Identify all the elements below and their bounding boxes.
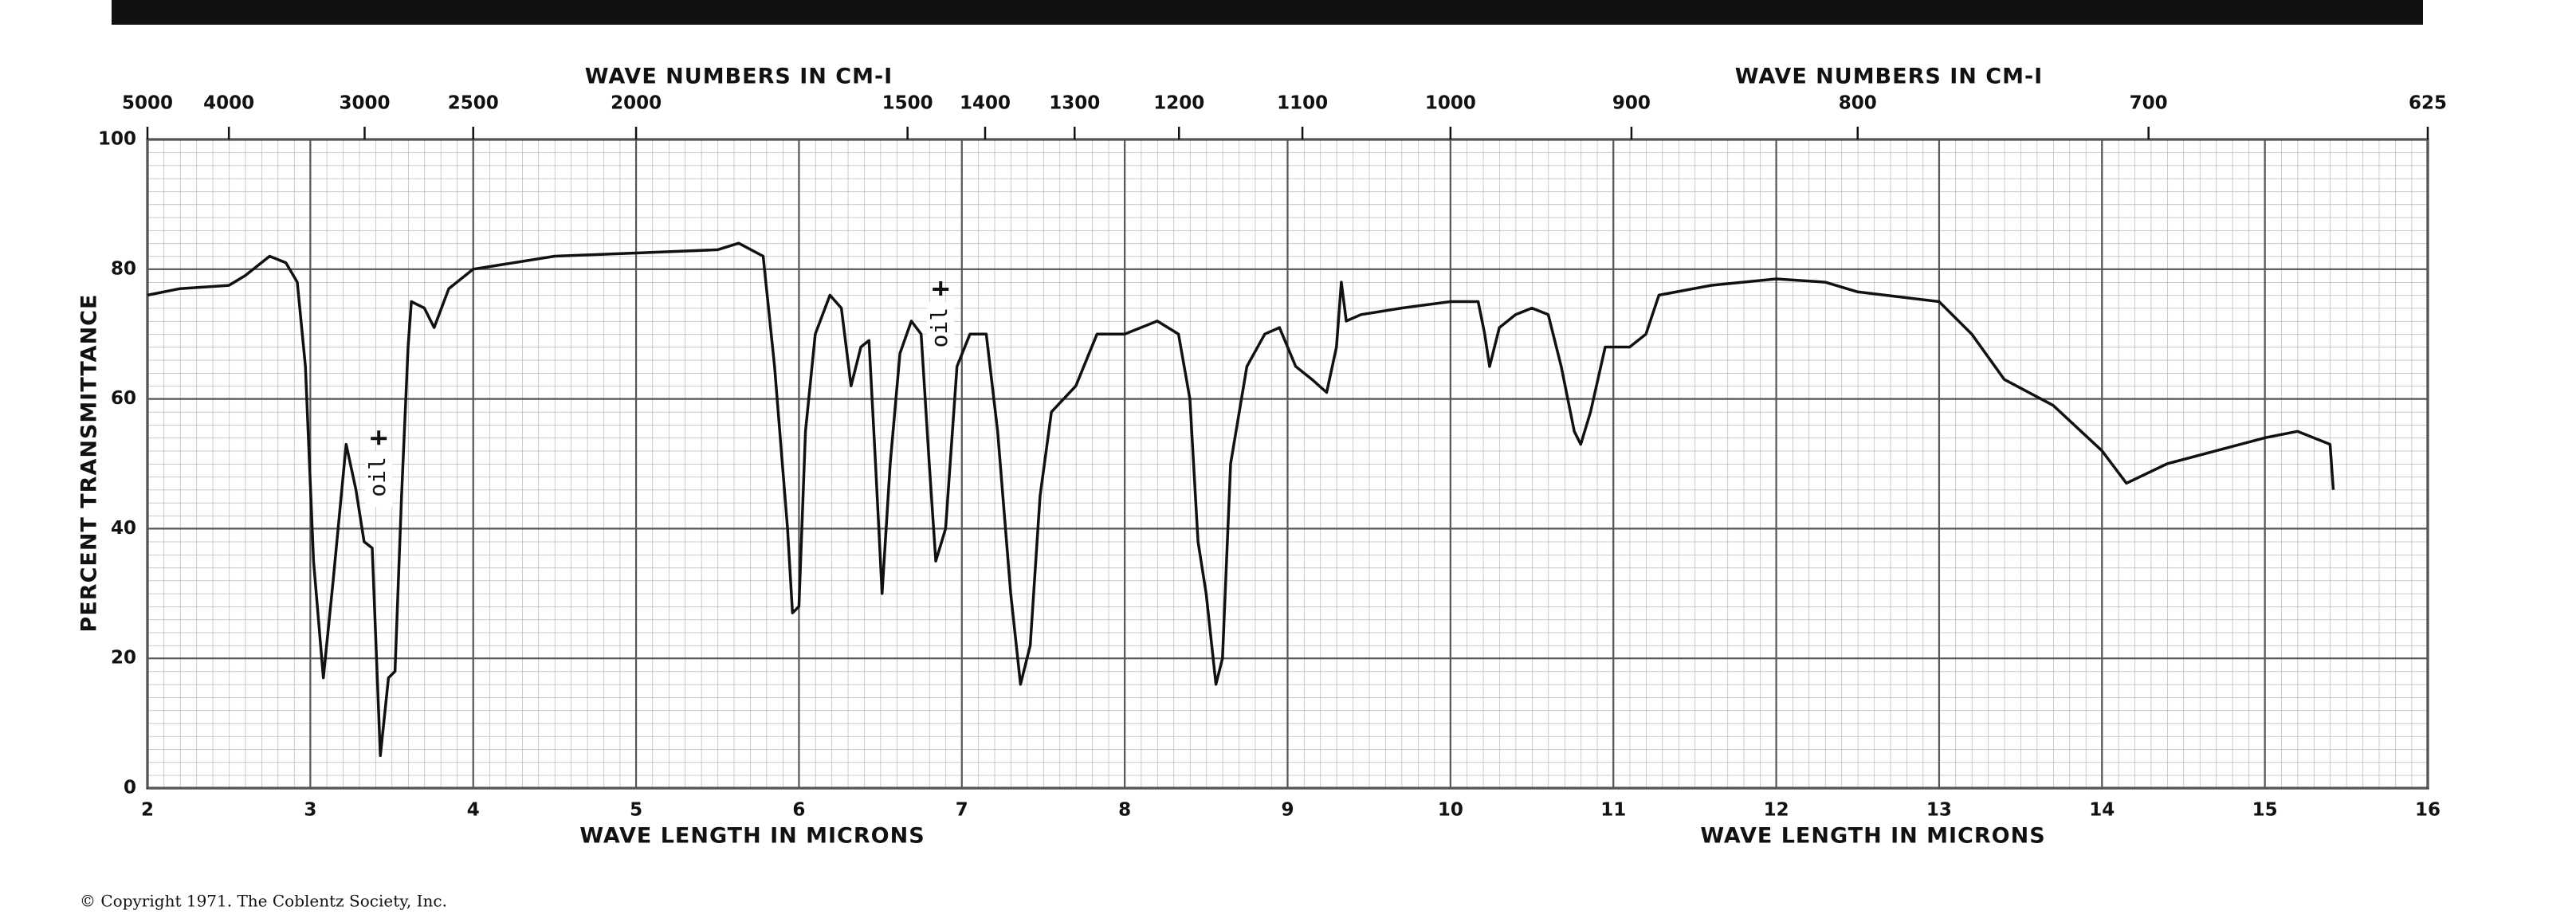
y-tick-label: 20 <box>111 648 136 669</box>
x-tick-label: 2 <box>141 800 154 821</box>
top-tick-label: 1400 <box>960 93 1011 114</box>
top-tick-label: 2500 <box>448 93 499 114</box>
top-tick-label: 3000 <box>339 93 390 114</box>
spectrum-line <box>147 241 2335 758</box>
top-tick-label: 700 <box>2130 93 2168 114</box>
copyright: © Copyright 1971. The Coblentz Society, … <box>80 892 447 911</box>
top-tick-label: 4000 <box>203 93 254 114</box>
annotation-arrow <box>933 281 949 296</box>
y-tick-label: 100 <box>98 129 136 150</box>
x-tick-label: 4 <box>467 800 480 821</box>
annotation-bg <box>365 451 393 508</box>
x-tick-label: 16 <box>2415 800 2441 821</box>
x-tick-label: 9 <box>1281 800 1294 821</box>
top-tick-label: 900 <box>1612 93 1651 114</box>
top-tick-label: 5000 <box>122 93 173 114</box>
x-tick-label: 12 <box>1764 800 1789 821</box>
y-tick-label: 40 <box>111 518 136 539</box>
annotation-arrow <box>371 430 387 445</box>
annotation: oil <box>926 308 952 348</box>
top-tick-label: 1200 <box>1153 93 1204 114</box>
x-tick-label: 3 <box>304 800 316 821</box>
top-band <box>112 0 2423 25</box>
top-tick-label: 800 <box>1839 93 1877 114</box>
top-tick-label: 1000 <box>1425 93 1476 114</box>
top-tick-label: 625 <box>2409 93 2447 114</box>
y-axis-title: PERCENT TRANSMITTANCE <box>77 294 102 633</box>
y-tick-label: 80 <box>111 258 136 279</box>
x-tick-label: 13 <box>1926 800 1952 821</box>
annotation-bg <box>927 302 955 359</box>
annotation: oil <box>364 457 391 497</box>
top-axis-title: WAVE NUMBERS IN CM-I <box>1735 65 2043 89</box>
x-tick-label: 8 <box>1118 800 1131 821</box>
top-tick-label: 1500 <box>882 93 933 114</box>
x-tick-label: 7 <box>956 800 968 821</box>
x-tick-label: 10 <box>1438 800 1463 821</box>
top-axis-title: WAVE NUMBERS IN CM-I <box>585 65 893 89</box>
top-tick-label: 2000 <box>611 93 662 114</box>
y-tick-label: 60 <box>111 388 136 409</box>
y-tick-label: 0 <box>124 778 136 798</box>
top-tick-label: 1300 <box>1049 93 1100 114</box>
x-tick-label: 15 <box>2252 800 2278 821</box>
x-tick-label: 6 <box>792 800 805 821</box>
x-tick-label: 5 <box>630 800 642 821</box>
x-tick-label: 14 <box>2089 800 2115 821</box>
x-tick-label: 11 <box>1600 800 1626 821</box>
x-axis-title: WAVE LENGTH IN MICRONS <box>1700 824 2045 849</box>
top-tick-label: 1100 <box>1277 93 1328 114</box>
x-axis-title: WAVE LENGTH IN MICRONS <box>579 824 925 849</box>
